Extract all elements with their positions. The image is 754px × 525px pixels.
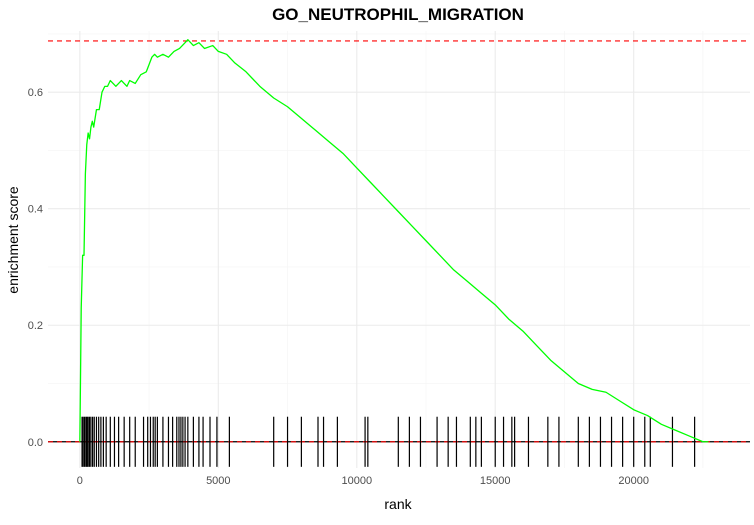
y-tick-label: 0.2: [28, 320, 43, 332]
series-layer: [79, 39, 709, 443]
reference-lines: [48, 40, 750, 443]
x-tick-label: 10000: [341, 475, 372, 487]
x-tick-label: 5000: [206, 475, 230, 487]
enrichment-score-line: [79, 39, 709, 443]
y-tick-label: 0.6: [28, 87, 43, 99]
y-axis-label: enrichment score: [5, 186, 21, 294]
x-tick-label: 0: [77, 475, 83, 487]
axis-layer: 0 5000 10000 15000 20000 0.0 0.2 0.4 0.6: [28, 87, 649, 487]
y-tick-label: 0.4: [28, 204, 43, 216]
y-tick-label: 0.0: [28, 437, 43, 449]
grid-layer: [48, 31, 750, 468]
hit-ticks: [81, 416, 696, 467]
x-tick-label: 15000: [480, 475, 511, 487]
x-axis-label: rank: [384, 496, 412, 512]
x-tick-label: 20000: [618, 475, 649, 487]
chart-title: GO_NEUTROPHIL_MIGRATION: [272, 5, 524, 24]
